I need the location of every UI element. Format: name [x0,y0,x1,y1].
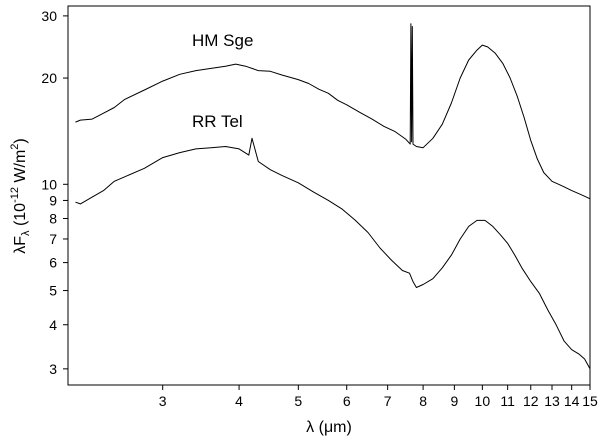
series-label-hm-sge: HM Sge [192,31,253,50]
x-tick-label: 4 [235,393,243,409]
y-tick-label: 7 [49,231,57,247]
y-tick-label: 30 [41,8,57,24]
series-line-rr-tel [75,137,591,370]
tick-marks [63,15,591,390]
x-tick-label: 14 [564,393,580,409]
series-line-hm-sge [75,23,591,200]
x-tick-label: 8 [419,393,427,409]
x-tick-label: 13 [544,393,560,409]
x-axis-label: λ (μm) [306,419,352,436]
y-axis-label: λFλ (10-12 W/m2) [9,138,32,254]
x-tick-label: 3 [159,393,167,409]
y-tick-label: 4 [49,317,57,333]
x-tick-label: 6 [343,393,351,409]
x-tick-label: 15 [582,393,598,409]
x-tick-label: 12 [523,393,539,409]
y-tick-label: 10 [41,176,57,192]
plot-frame [67,5,591,386]
x-tick-label: 9 [450,393,458,409]
x-tick-label: 11 [500,393,515,409]
series-label-rr-tel: RR Tel [192,112,243,131]
y-tick-label: 3 [49,361,57,377]
series-group [75,23,591,370]
x-tick-label: 10 [475,393,491,409]
y-tick-label: 8 [49,211,57,227]
y-tick-label: 5 [49,283,57,299]
y-tick-label: 20 [41,70,57,86]
y-tick-label: 9 [49,192,57,208]
x-tick-label: 7 [384,393,392,409]
y-tick-label: 6 [49,255,57,271]
x-tick-label: 5 [294,393,302,409]
